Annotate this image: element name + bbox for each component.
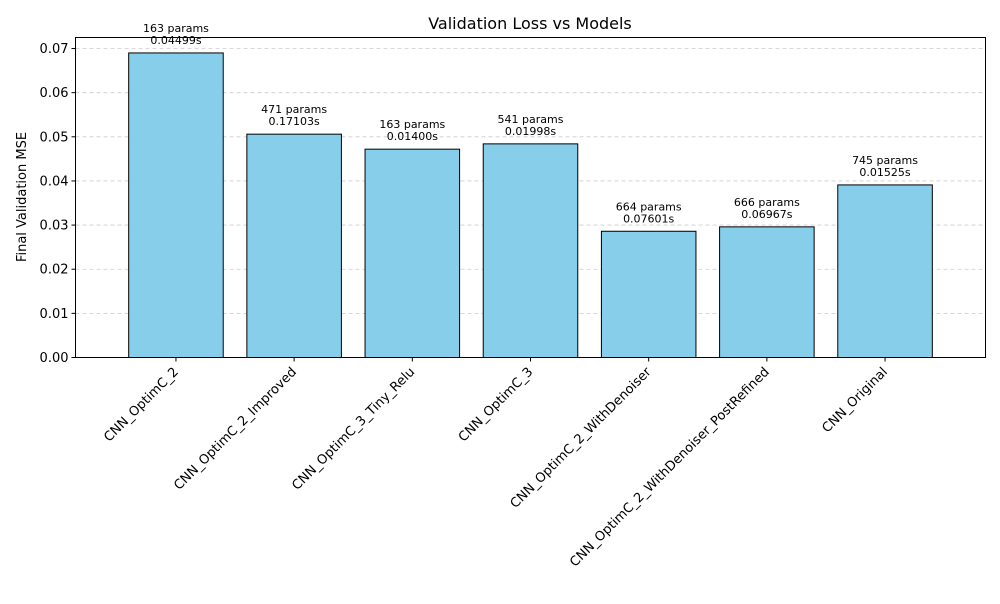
bar <box>246 133 342 358</box>
bar-annotation-time: 0.04499s <box>150 34 201 47</box>
bar-annotation-time: 0.01998s <box>505 125 556 138</box>
x-tick-label: CNN_OptimC_2 <box>101 365 181 445</box>
y-tick-label: 0.03 <box>40 219 69 234</box>
bar-annotation-time: 0.07601s <box>623 212 674 225</box>
bar <box>719 226 815 358</box>
bar <box>364 148 461 358</box>
y-tick-label: 0.06 <box>40 86 69 101</box>
y-tick-label: 0.05 <box>40 130 69 145</box>
bar-annotation-params: 666 params <box>734 196 800 209</box>
x-tick-label: CNN_OptimC_3_Tiny_Relu <box>289 365 418 494</box>
y-tick-label: 0.01 <box>40 307 69 322</box>
y-axis-ticks: 0.00 0.01 0.02 0.03 0.04 0.05 0.06 0.07 <box>40 42 76 366</box>
bars <box>128 52 933 359</box>
bar <box>128 52 224 359</box>
bar-annotation-params: 163 params <box>379 118 445 131</box>
bar-annotation-time: 0.01525s <box>859 166 910 179</box>
bar <box>837 184 933 358</box>
bar-annotation-time: 0.01400s <box>387 130 438 143</box>
x-tick-label: CNN_OptimC_3 <box>456 365 536 445</box>
chart-title: Validation Loss vs Models <box>428 14 632 33</box>
x-tick-label: CNN_OptimC_2_WithDenoiser <box>508 364 655 511</box>
bar-annotation-time: 0.17103s <box>269 115 320 128</box>
y-tick-label: 0.04 <box>40 174 69 189</box>
bar-annotation-params: 163 params <box>143 22 209 35</box>
bar-annotation-time: 0.06967s <box>741 208 792 221</box>
x-tick-label: CNN_OptimC_2_Improved <box>171 365 300 494</box>
bar-annotation-params: 664 params <box>616 200 682 213</box>
x-tick-label: CNN_OptimC_2_WithDenoiser_PostRefined <box>567 365 772 570</box>
x-tick-label: CNN_Original <box>820 365 891 436</box>
y-axis-title: Final Validation MSE <box>15 132 30 262</box>
y-tick-label: 0.02 <box>40 263 69 278</box>
bar-annotation-params: 541 params <box>498 113 564 126</box>
bar <box>482 143 579 358</box>
plot-frame <box>75 37 986 358</box>
y-tick-label: 0.07 <box>40 42 69 57</box>
bar-annotation-params: 471 params <box>261 103 327 116</box>
x-axis-ticks: CNN_OptimC_2CNN_OptimC_2_ImprovedCNN_Opt… <box>101 357 891 570</box>
bar <box>600 230 697 358</box>
y-tick-label: 0.00 <box>40 351 69 366</box>
bar-annotation-params: 745 params <box>852 154 918 167</box>
